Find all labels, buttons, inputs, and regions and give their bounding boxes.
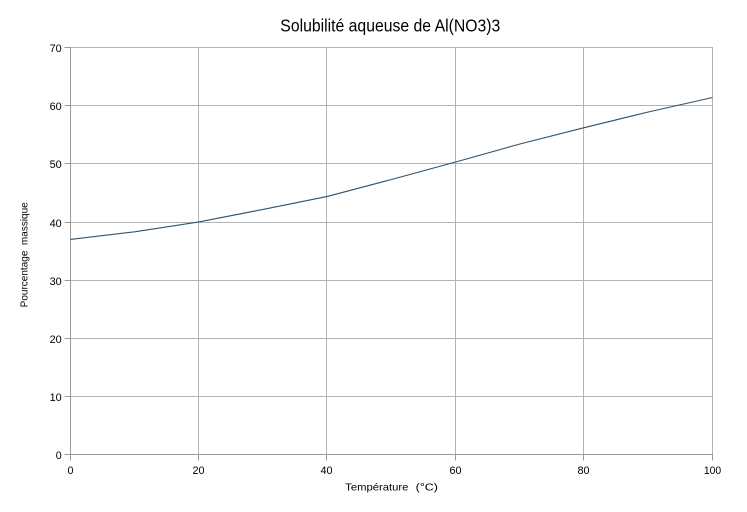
svg-text:40: 40 <box>320 465 332 477</box>
svg-text:40: 40 <box>50 218 62 230</box>
svg-text:60: 60 <box>50 101 62 113</box>
svg-text:70: 70 <box>50 43 62 55</box>
svg-text:Température: Température <box>345 482 408 493</box>
svg-text:Pourcentage massique: Pourcentage massique <box>19 202 30 308</box>
svg-text:50: 50 <box>50 159 62 171</box>
svg-text:20: 20 <box>50 334 62 346</box>
svg-text:20: 20 <box>192 465 204 477</box>
svg-text:0: 0 <box>68 465 74 477</box>
svg-text:10: 10 <box>50 392 62 404</box>
svg-text:Solubilité aqueuse de Al(NO3)3: Solubilité aqueuse de Al(NO3)3 <box>280 16 500 36</box>
svg-text:(°C): (°C) <box>416 482 438 493</box>
svg-text:100: 100 <box>704 465 721 477</box>
svg-text:60: 60 <box>449 465 461 477</box>
svg-text:30: 30 <box>50 276 62 288</box>
svg-text:0: 0 <box>56 450 62 462</box>
svg-text:80: 80 <box>577 465 589 477</box>
